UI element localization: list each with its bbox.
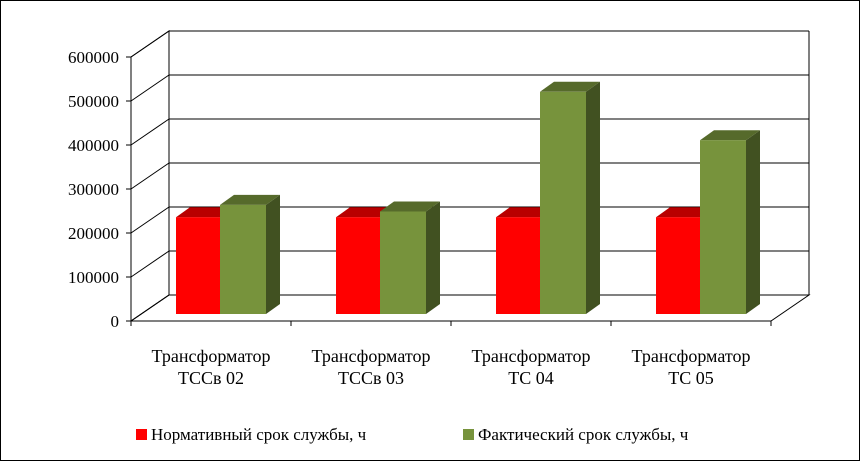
legend-swatch	[136, 429, 147, 440]
gridline-side	[130, 294, 170, 322]
x-category-label-line: ТС 05	[668, 368, 714, 388]
bar	[380, 201, 440, 314]
bar-top	[700, 130, 760, 141]
gridline-side	[130, 162, 170, 190]
bar-front	[700, 140, 746, 314]
y-tick-label: 300000	[68, 180, 119, 199]
legend: Нормативный срок службы, ч Фактический ср…	[136, 425, 689, 444]
bar-front	[656, 217, 702, 314]
y-tick-label: 100000	[68, 268, 119, 287]
bar	[540, 81, 600, 314]
legend-label: Нормативный срок службы, ч	[151, 425, 367, 444]
bar-side	[426, 201, 440, 314]
bar-side	[746, 130, 760, 314]
bar-side	[586, 81, 600, 314]
gridline-side	[130, 206, 170, 234]
bar-front	[496, 217, 542, 314]
bar-front	[176, 217, 222, 314]
bar	[700, 130, 760, 314]
x-category-label-line: ТС 04	[508, 368, 554, 388]
legend-label: Фактический срок службы, ч	[478, 425, 689, 444]
bar-side	[266, 194, 280, 314]
gridline-side	[130, 118, 170, 146]
gridline-side	[130, 250, 170, 278]
bars	[176, 81, 760, 314]
x-category-label-line: ТССв 02	[178, 368, 244, 388]
axes	[126, 56, 772, 326]
gridline-side	[130, 30, 170, 58]
y-tick-label: 400000	[68, 136, 119, 155]
x-category-label: Трансформатор ТССв 03	[312, 346, 431, 388]
bar-top	[220, 194, 280, 205]
gridline-side	[130, 74, 170, 102]
bar	[220, 194, 280, 314]
x-category-label: Трансформатор ТС 04	[472, 346, 591, 388]
x-category-label: Трансформатор ТС 05	[632, 346, 751, 388]
bar-front	[220, 204, 266, 314]
x-category-label: Трансформатор ТССв 02	[152, 346, 271, 388]
x-category-label-line: Трансформатор	[632, 346, 751, 366]
bar-top	[540, 81, 600, 92]
bar-top	[380, 201, 440, 212]
y-tick-label: 600000	[68, 48, 119, 67]
legend-swatch	[463, 429, 474, 440]
x-category-label-line: ТССв 03	[338, 368, 404, 388]
x-category-label-line: Трансформатор	[152, 346, 271, 366]
y-tick-label: 200000	[68, 224, 119, 243]
y-tick-label: 500000	[68, 92, 119, 111]
bar-front	[540, 91, 586, 314]
bar-front	[336, 217, 382, 314]
x-category-label-line: Трансформатор	[472, 346, 591, 366]
x-category-label-line: Трансформатор	[312, 346, 431, 366]
y-tick-labels: 0 100000 200000 300000 400000 500000 600000	[68, 48, 119, 331]
bar-front	[380, 211, 426, 314]
y-tick-label: 0	[111, 312, 120, 331]
